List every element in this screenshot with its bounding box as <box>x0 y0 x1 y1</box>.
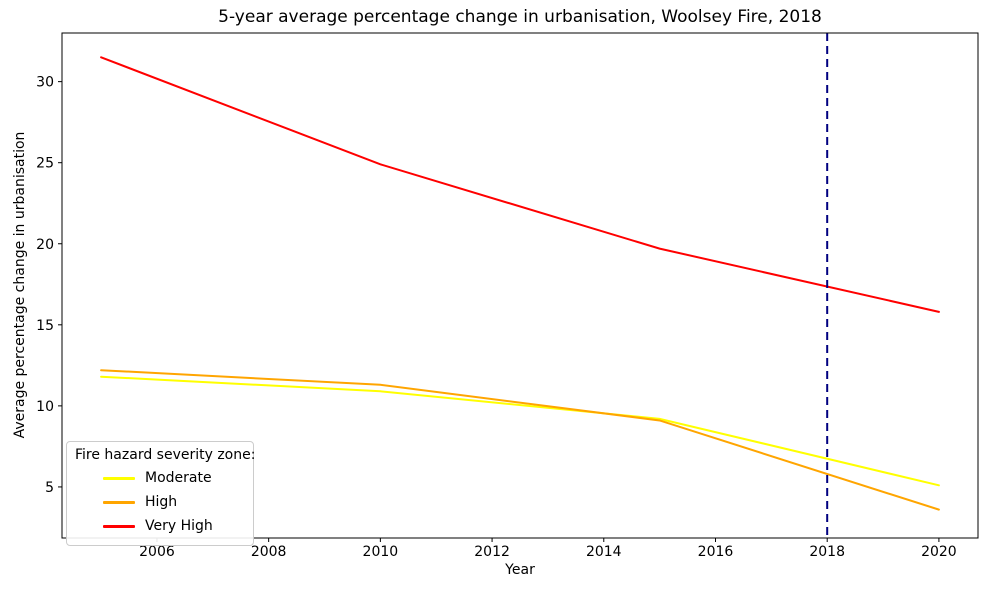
x-tick-label: 2008 <box>251 544 287 560</box>
axes-frame <box>61 32 979 539</box>
legend-title: Fire hazard severity zone: <box>75 447 256 463</box>
legend: Fire hazard severity zone: Moderate High… <box>66 441 256 546</box>
y-axis-label: Average percentage change in urbanisatio… <box>12 131 28 439</box>
legend-item-very-high: Very High <box>75 514 245 538</box>
x-tick-label: 2006 <box>139 544 175 560</box>
legend-label-very-high: Very High <box>145 518 213 534</box>
y-tick-label: 10 <box>36 399 54 415</box>
legend-swatch-moderate <box>103 476 135 480</box>
x-tick-label: 2018 <box>809 544 845 560</box>
legend-swatch-high <box>103 500 135 504</box>
legend-swatch-very-high <box>103 524 135 528</box>
x-tick-label: 2010 <box>363 544 399 560</box>
y-tick-label: 5 <box>45 480 54 496</box>
y-tick-label: 20 <box>36 237 54 253</box>
legend-item-high: High <box>75 490 245 514</box>
series-line-very-high <box>100 56 940 313</box>
legend-item-moderate: Moderate <box>75 466 245 490</box>
chart-title: 5-year average percentage change in urba… <box>218 7 822 27</box>
y-tick-label: 25 <box>36 156 54 172</box>
series-line-moderate <box>100 375 940 487</box>
x-tick-label: 2012 <box>474 544 510 560</box>
y-tick-label: 15 <box>36 318 54 334</box>
legend-label-moderate: Moderate <box>145 470 212 486</box>
x-tick-label: 2020 <box>921 544 957 560</box>
x-tick-label: 2016 <box>698 544 734 560</box>
legend-label-high: High <box>145 494 178 510</box>
x-tick-label: 2014 <box>586 544 622 560</box>
series-line-high <box>100 369 940 511</box>
y-tick-label: 30 <box>36 75 54 91</box>
x-axis-label: Year <box>505 562 535 578</box>
